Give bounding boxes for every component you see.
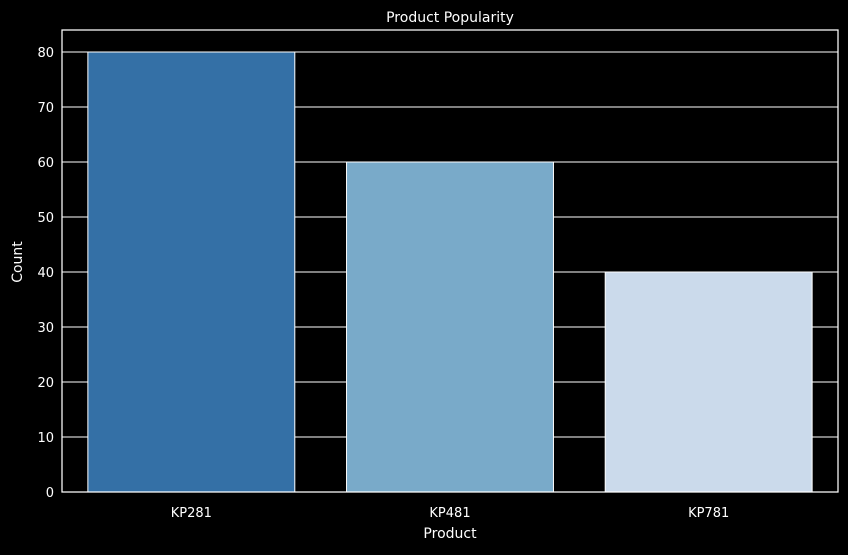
x-tick-label: KP481: [429, 506, 470, 521]
y-tick-label: 0: [46, 486, 54, 501]
x-tick-label: KP781: [688, 506, 729, 521]
bar-kp281: [87, 51, 296, 493]
chart-title: Product Popularity: [386, 10, 514, 26]
y-axis-ticks: 0 10 20 30 40 50 60 70 80: [37, 46, 54, 501]
y-tick-label: 70: [37, 101, 54, 116]
bars: [87, 51, 813, 493]
x-axis-ticks: KP281 KP481 KP781: [171, 506, 730, 521]
x-tick-label: KP281: [171, 506, 212, 521]
y-tick-label: 80: [37, 46, 54, 61]
y-tick-label: 30: [37, 321, 54, 336]
bar-kp781: [604, 271, 813, 493]
y-tick-label: 60: [37, 156, 54, 171]
x-axis-label: Product: [423, 526, 477, 542]
plot-frame: [61, 29, 839, 493]
y-tick-label: 40: [37, 266, 54, 281]
y-tick-label: 20: [37, 376, 54, 391]
y-tick-label: 10: [37, 431, 54, 446]
y-tick-label: 50: [37, 211, 54, 226]
bar-kp481: [346, 161, 554, 493]
y-axis-label: Count: [10, 241, 26, 283]
